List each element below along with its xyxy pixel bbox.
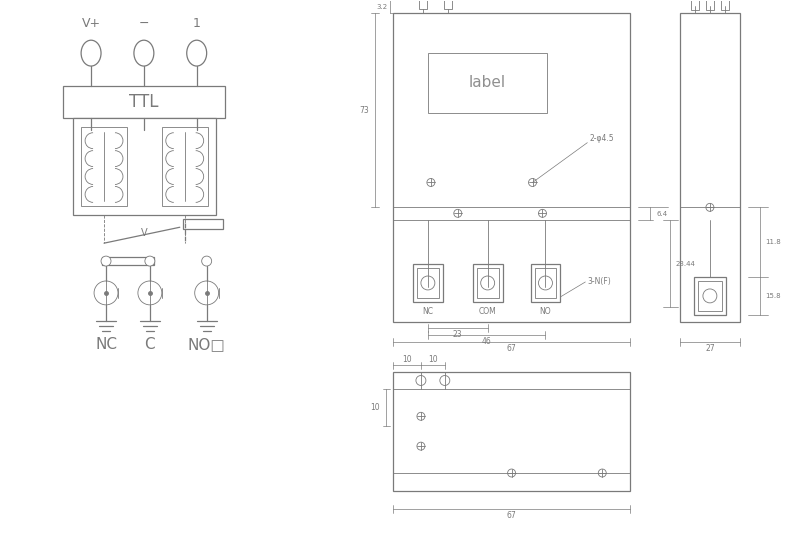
Bar [721,0,729,11]
Circle shape [421,276,435,290]
Bar [535,268,556,298]
Circle shape [706,203,714,211]
Circle shape [539,209,547,217]
Text: COM: COM [479,307,497,316]
Text: label: label [469,75,506,90]
Bar [183,219,222,229]
Bar [473,264,502,302]
Text: C: C [145,337,155,352]
Text: 73: 73 [359,106,369,115]
Bar [444,0,452,9]
Text: NC: NC [95,337,117,352]
Circle shape [416,376,426,386]
Bar [691,0,699,11]
Circle shape [202,256,212,266]
Text: 67: 67 [507,344,517,353]
Bar [706,0,714,11]
Text: 10: 10 [402,355,412,364]
Text: NC: NC [422,307,433,316]
Circle shape [417,412,425,420]
Bar [428,53,547,113]
Circle shape [454,209,462,217]
Text: 2-φ4.5: 2-φ4.5 [589,134,614,143]
Bar [393,13,630,322]
Text: TTL: TTL [129,93,159,111]
Circle shape [427,178,435,187]
Bar [162,127,208,206]
Bar [63,86,225,118]
Circle shape [145,256,155,266]
Text: 27: 27 [705,344,715,353]
Circle shape [94,281,118,305]
Text: 3-N(F): 3-N(F) [588,278,611,286]
Text: V: V [141,228,148,238]
Bar [531,264,560,302]
Text: −: − [138,17,149,30]
Bar [413,264,443,302]
Bar [680,13,740,322]
Circle shape [195,281,218,305]
Text: NO□: NO□ [187,337,225,352]
Text: 15.8: 15.8 [766,293,782,299]
Text: 1: 1 [193,17,201,30]
Circle shape [138,281,162,305]
Text: 23: 23 [453,330,463,339]
Bar [694,277,726,315]
Bar [102,257,154,265]
Circle shape [539,276,552,290]
Ellipse shape [81,40,101,66]
Circle shape [101,256,111,266]
Circle shape [417,442,425,450]
Ellipse shape [134,40,154,66]
Text: 10: 10 [370,403,380,412]
Bar [81,127,127,206]
Circle shape [528,178,536,187]
Bar [698,281,722,311]
Text: 23.44: 23.44 [676,260,696,266]
Text: 10: 10 [428,355,437,364]
Text: 3.2: 3.2 [377,4,388,11]
Circle shape [508,469,516,477]
Ellipse shape [187,40,206,66]
Circle shape [598,469,606,477]
Bar [73,118,216,216]
Text: 11.8: 11.8 [766,239,782,245]
Bar [417,268,439,298]
Bar [477,268,498,298]
Circle shape [440,376,450,386]
Text: 46: 46 [482,337,491,346]
Bar [419,0,427,9]
Text: V+: V+ [81,17,100,30]
Text: NO: NO [539,307,551,316]
Circle shape [703,289,717,303]
Text: 6.4: 6.4 [656,211,667,217]
Circle shape [481,276,494,290]
Text: 67: 67 [507,511,517,520]
Bar [393,372,630,491]
